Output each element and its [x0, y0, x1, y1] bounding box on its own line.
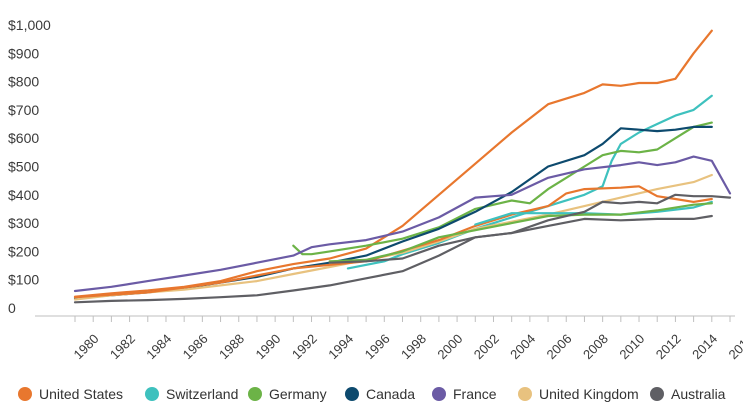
legend-swatch	[518, 387, 532, 401]
y-tick-label: 0	[8, 300, 16, 316]
x-tick-label: 1998	[398, 331, 429, 362]
legend-label: Switzerland	[166, 386, 238, 402]
legend-swatch	[650, 387, 664, 401]
x-tick-label: 2010	[616, 331, 647, 362]
y-tick-label: $700	[8, 102, 39, 118]
legend-swatch	[432, 387, 446, 401]
legend: United States Switzerland Germany Canada Fra…	[18, 386, 726, 402]
legend-label: United Kingdom	[539, 386, 639, 402]
x-axis: 1980 1982 1984 1986 1988 1990 1992 1994 1996 1998…	[35, 315, 743, 362]
x-tick-label: 1994	[325, 331, 356, 362]
x-tick-label: 1986	[180, 331, 211, 362]
x-tick-label: 1982	[107, 331, 138, 362]
x-tick-label: 1992	[289, 331, 320, 362]
legend-swatch	[145, 387, 159, 401]
x-tick-label: 1980	[71, 331, 102, 362]
series-line-switzerland	[346, 94, 713, 270]
series-line-series-10	[328, 193, 732, 264]
y-tick-label: $500	[8, 159, 39, 175]
legend-label: Australia	[671, 386, 726, 402]
x-tick-label: 2002	[471, 331, 502, 362]
y-tick-label: $600	[8, 130, 39, 146]
legend-label: United States	[39, 386, 123, 402]
x-tick-label: 1996	[362, 331, 393, 362]
y-axis: 0 $100 $200 $300 $400 $500 $600 $700 $800 $900 $1,…	[8, 17, 51, 316]
y-tick-label: $300	[8, 215, 39, 231]
legend-label: Germany	[269, 386, 327, 402]
x-tick-label: 2012	[653, 331, 684, 362]
legend-swatch	[345, 387, 359, 401]
series-line-france	[73, 155, 732, 293]
series-line-germany	[292, 121, 713, 256]
y-tick-label: $1,000	[8, 17, 51, 33]
x-tick-label: 2016	[726, 331, 743, 362]
legend-swatch	[248, 387, 262, 401]
y-tick-label: $400	[8, 187, 39, 203]
legend-label: Canada	[366, 386, 415, 402]
legend-swatch	[18, 387, 32, 401]
series-group	[73, 29, 732, 304]
x-tick-label: 2014	[689, 331, 720, 362]
x-tick-label: 2006	[544, 331, 575, 362]
series-line-series-9	[328, 202, 713, 263]
x-tick-label: 2004	[507, 331, 538, 362]
y-tick-label: $100	[8, 272, 39, 288]
x-tick-label: 1988	[216, 331, 247, 362]
x-tick-label: 2000	[434, 331, 465, 362]
series-line-united-kingdom	[73, 173, 713, 301]
x-tick-label: 2008	[580, 331, 611, 362]
series-line-australia	[73, 214, 713, 304]
y-tick-label: $800	[8, 74, 39, 90]
y-tick-label: $200	[8, 243, 39, 259]
x-tick-label: 1984	[143, 331, 174, 362]
legend-label: France	[453, 386, 497, 402]
series-line-series-7	[73, 185, 713, 299]
y-tick-label: $900	[8, 45, 39, 61]
x-tick-label: 1990	[252, 331, 283, 362]
